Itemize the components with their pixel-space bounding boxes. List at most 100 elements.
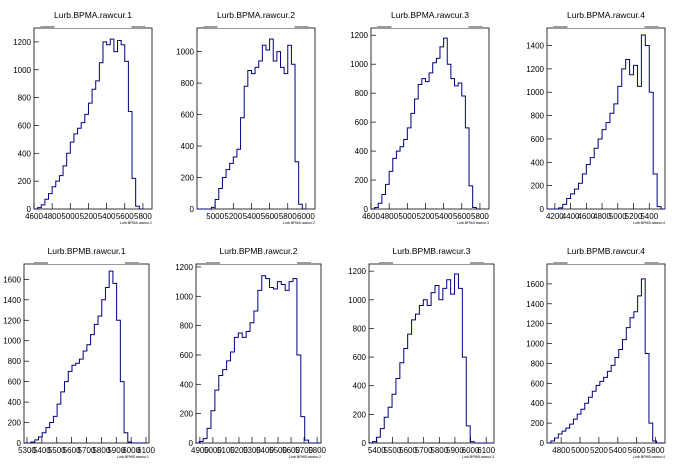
x-axis-title: Lurb.BPMB.rawcur.2: [289, 455, 321, 459]
y-tick-label: 1400: [3, 296, 21, 305]
y-tick-label: 800: [18, 94, 32, 103]
y-tick-label: 600: [8, 378, 22, 387]
y-tick-label: 1600: [526, 280, 544, 289]
x-tick-label: 5500: [48, 446, 66, 455]
x-tick-label: 5600: [399, 446, 417, 455]
x-axis-title: Lurb.BPMA.rawcur.3: [457, 221, 489, 225]
x-tick-label: 5600: [453, 212, 471, 221]
x-tick-label: 4400: [562, 212, 580, 221]
x-tick-label: 5600: [63, 446, 81, 455]
y-tick-label: 200: [531, 419, 545, 428]
x-tick-label: 5400: [243, 212, 261, 221]
x-tick-label: 5200: [417, 212, 435, 221]
y-tick-label: 200: [353, 410, 367, 419]
plot-frame: [23, 263, 150, 444]
y-tick-label: 400: [18, 149, 32, 158]
histogram-panel-3: Lurb.BPMA.rawcur.3 0 200 400 600 800 1000 1200 4…: [350, 8, 490, 225]
y-tick-label: 1000: [350, 60, 368, 69]
histogram-series: [547, 34, 665, 210]
x-tick-label: 5400: [640, 212, 658, 221]
x-tick-label: 5000: [206, 212, 224, 221]
y-tick-label: 800: [8, 357, 22, 366]
histogram-panel-8: Lurb.BPMB.rawcur.4 0 200 400 600 800 1000 1200 1…: [526, 244, 666, 459]
y-tick-label: 200: [18, 177, 32, 186]
plot-title: Lurb.BPMA.rawcur.3: [391, 10, 469, 20]
x-tick-label: 4600: [577, 212, 595, 221]
y-tick-label: 400: [180, 380, 194, 389]
y-tick-label: 0: [190, 205, 195, 214]
y-tick-label: 0: [540, 205, 545, 214]
y-tick-label: 800: [353, 324, 367, 333]
y-tick-label: 1400: [526, 300, 544, 309]
x-tick-label: 5400: [368, 446, 386, 455]
x-tick-label: 4800: [380, 212, 398, 221]
plot-title: Lurb.BPMB.rawcur.4: [567, 246, 645, 256]
plot-title: Lurb.BPMB.rawcur.2: [220, 246, 298, 256]
histogram-panel-1: Lurb.BPMA.rawcur.1 0 200 400 600 800 1000 1200 4…: [13, 8, 153, 225]
y-tick-label: 1000: [176, 48, 194, 57]
x-tick-label: 5700: [415, 446, 433, 455]
y-tick-label: 200: [355, 176, 369, 185]
histogram-panel-6: Lurb.BPMB.rawcur.2 0 200 400 600 800 1000 1200 4…: [175, 244, 327, 459]
histogram-series: [195, 275, 321, 444]
title-box: [553, 8, 659, 28]
x-tick-label: 5800: [279, 212, 297, 221]
plot-title: Lurb.BPMA.rawcur.4: [567, 10, 645, 20]
x-tick-label: 5300: [243, 446, 261, 455]
y-tick-label: 800: [180, 322, 194, 331]
histogram-series: [23, 270, 147, 444]
x-tick-label: 5000: [61, 212, 79, 221]
y-tick-label: 600: [531, 135, 545, 144]
y-tick-label: 400: [531, 399, 545, 408]
x-tick-label: 5100: [217, 446, 235, 455]
x-axis-title: Lurb.BPMA.rawcur.1: [120, 221, 152, 225]
x-tick-label: 5800: [430, 446, 448, 455]
x-tick-label: 5600: [282, 446, 300, 455]
x-tick-label: 4600: [362, 212, 380, 221]
y-tick-label: 0: [27, 205, 32, 214]
x-tick-label: 4200: [546, 212, 564, 221]
title-box: [40, 8, 146, 28]
y-tick-label: 800: [355, 89, 369, 98]
y-tick-label: 1000: [3, 337, 21, 346]
x-tick-label: 5500: [384, 446, 402, 455]
x-tick-label: 5000: [571, 446, 589, 455]
x-tick-label: 5400: [98, 212, 116, 221]
histogram-series: [371, 37, 480, 210]
y-tick-label: 400: [353, 382, 367, 391]
y-tick-label: 1400: [526, 42, 544, 51]
y-tick-label: 1200: [526, 320, 544, 329]
x-tick-label: 4900: [191, 446, 209, 455]
x-tick-label: 6000: [297, 212, 315, 221]
x-tick-label: 5400: [609, 446, 627, 455]
y-tick-label: 1000: [175, 292, 193, 301]
x-axis-title: Lurb.BPMB.rawcur.3: [462, 455, 494, 459]
histogram-panel-7: Lurb.BPMB.rawcur.3 0 200 400 600 800 1000 1200 5…: [348, 244, 496, 459]
x-tick-label: 5400: [256, 446, 274, 455]
x-tick-label: 5000: [609, 212, 627, 221]
x-tick-label: 5000: [204, 446, 222, 455]
title-box: [34, 244, 139, 264]
plot-frame: [33, 27, 153, 210]
y-tick-label: 800: [181, 79, 195, 88]
y-tick-label: 200: [180, 410, 194, 419]
plot-title: Lurb.BPMA.rawcur.2: [217, 10, 295, 20]
y-tick-label: 1000: [348, 296, 366, 305]
y-tick-label: 800: [531, 359, 545, 368]
x-tick-label: 5700: [295, 446, 313, 455]
x-tick-label: 5800: [134, 212, 152, 221]
x-tick-label: 5600: [628, 446, 646, 455]
y-tick-label: 200: [8, 419, 22, 428]
plot-frame: [546, 27, 666, 210]
x-tick-label: 6100: [477, 446, 495, 455]
plot-title: Lurb.BPMB.rawcur.3: [393, 246, 471, 256]
x-tick-label: 4600: [25, 212, 43, 221]
histogram-series: [197, 38, 306, 210]
x-tick-label: 5200: [590, 446, 608, 455]
x-tick-label: 5700: [78, 446, 96, 455]
x-axis-title: Lurb.BPMA.rawcur.2: [283, 221, 315, 225]
y-tick-label: 0: [17, 439, 22, 448]
plot-title: Lurb.BPMB.rawcur.1: [48, 246, 126, 256]
y-tick-label: 800: [531, 112, 545, 121]
